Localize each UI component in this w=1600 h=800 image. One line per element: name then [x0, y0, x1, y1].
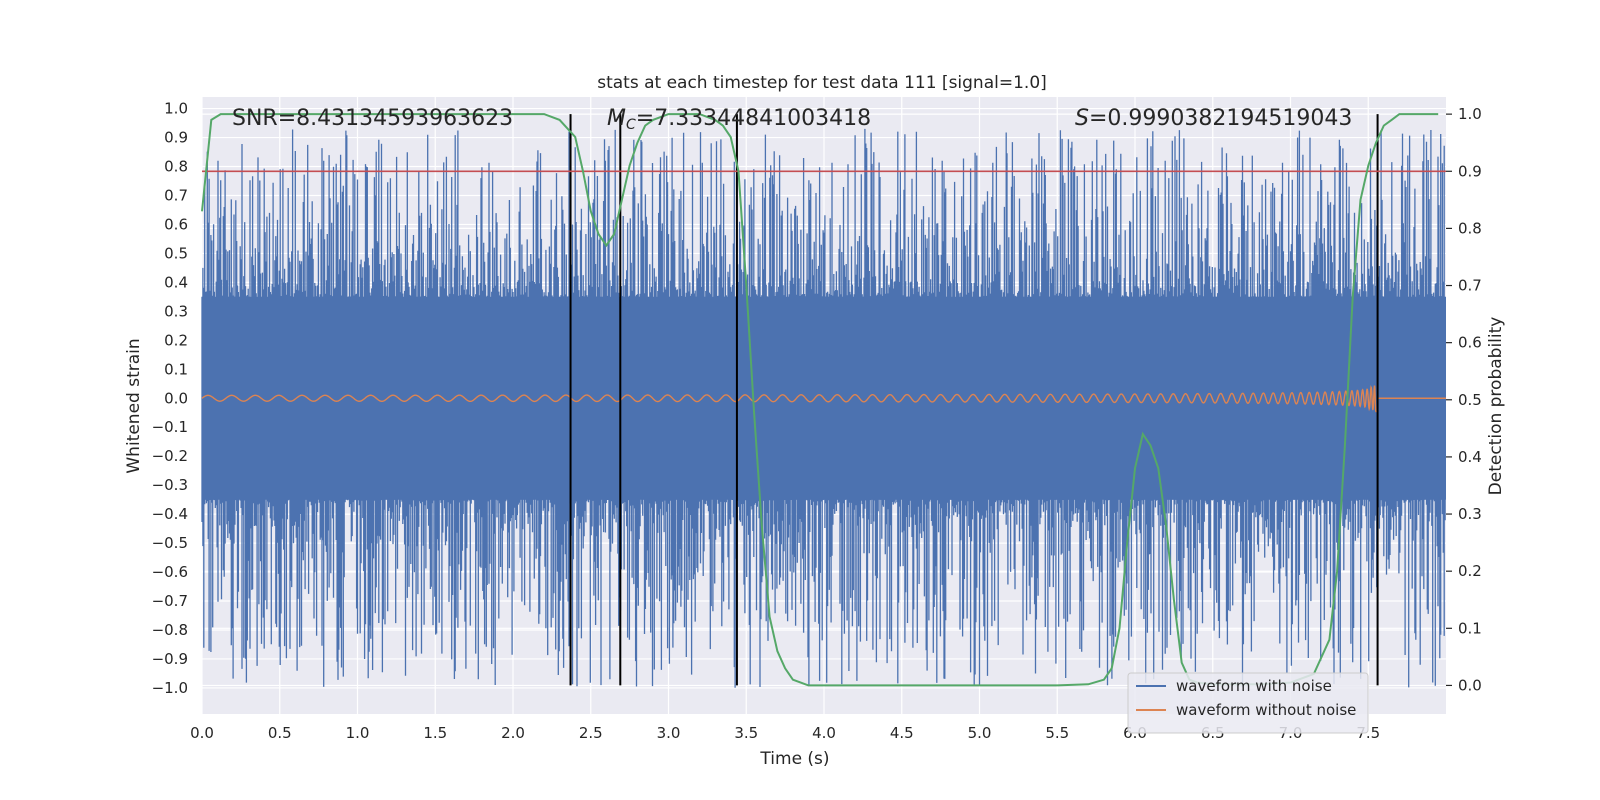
y-left-tick-label: −0.3 — [152, 476, 188, 494]
y-left-tick-label: −0.9 — [152, 650, 188, 668]
x-tick-label: 4.5 — [890, 724, 914, 742]
x-tick-label: 4.0 — [812, 724, 836, 742]
y-left-tick-label: 0.7 — [164, 186, 188, 204]
chart-title: stats at each timestep for test data 111… — [597, 73, 1047, 93]
chirp-mass-value: =7.33344841003418 — [636, 106, 871, 131]
chirp-mass-annotation: MC=7.33344841003418 — [607, 106, 871, 133]
x-axis-label: Time (s) — [759, 749, 829, 769]
x-tick-label: 3.0 — [657, 724, 681, 742]
y-right-tick-label: 0.4 — [1458, 448, 1482, 466]
legend-box — [1127, 672, 1369, 734]
legend-label-noisy: waveform with noise — [1176, 677, 1332, 695]
legend: waveform with noise waveform without noi… — [1127, 672, 1369, 734]
y-right-tick-label: 0.1 — [1458, 619, 1482, 637]
y-left-tick-label: 0.6 — [164, 215, 188, 233]
x-tick-label: 5.5 — [1045, 724, 1069, 742]
y-left-tick-label: −0.6 — [152, 563, 188, 581]
clean-waveform-line — [201, 385, 1446, 413]
y-left-tick-label: −0.7 — [152, 592, 188, 610]
x-tick-label: 1.5 — [423, 724, 447, 742]
y-left-tick-label: −0.4 — [152, 505, 188, 523]
x-tick-label: 2.0 — [501, 724, 525, 742]
x-tick-label: 1.0 — [346, 724, 370, 742]
y-left-tick-label: 0.0 — [164, 389, 188, 407]
y-right-tick-label: 0.0 — [1458, 676, 1482, 694]
y-left-tick-label: −0.8 — [152, 621, 188, 639]
y-right-tick-label: 0.6 — [1458, 334, 1482, 352]
y-left-tick-label: 0.9 — [164, 129, 188, 147]
s-value: =0.9990382194519043 — [1089, 106, 1352, 131]
y-left-tick-label: −0.2 — [152, 447, 188, 465]
snr-annotation: SNR=8.43134593963623 — [232, 106, 513, 131]
y-left-tick-label: 0.3 — [164, 302, 188, 320]
x-tick-label: 3.5 — [734, 724, 758, 742]
x-tick-label: 0.0 — [190, 724, 214, 742]
noisy-spikes — [201, 128, 1446, 688]
y-left-tick-label: 0.5 — [164, 244, 188, 262]
s-annotation: S=0.9990382194519043 — [1075, 106, 1352, 131]
series-waveform-without-noise — [201, 385, 1446, 413]
y-axis-right-label: Detection probability — [1486, 317, 1506, 496]
y-left-tick-label: 0.4 — [164, 273, 188, 291]
x-tick-label: 5.0 — [968, 724, 992, 742]
y-left-tick-label: −0.1 — [152, 418, 188, 436]
chirp-mass-subscript: C — [626, 117, 636, 133]
y-right-tick-label: 0.2 — [1458, 562, 1482, 580]
legend-label-clean: waveform without noise — [1176, 701, 1356, 719]
y-right-tick-label: 0.8 — [1458, 219, 1482, 237]
x-tick-label: 0.5 — [268, 724, 292, 742]
y-axis-left-label: Whitened strain — [124, 338, 144, 473]
y-right-tick-label: 1.0 — [1458, 105, 1482, 123]
y-left-tick-label: 0.8 — [164, 158, 188, 176]
y-right-tick-label: 0.3 — [1458, 505, 1482, 523]
y-left-tick-label: −0.5 — [152, 534, 188, 552]
series-detection-probability — [201, 113, 1439, 687]
y-axis-left-ticks: 1.0 0.9 0.8 0.7 0.6 0.5 0.4 0.3 0.2 0.1 0.0 −0.1 −0.… — [152, 100, 188, 697]
y-axis-right-ticks: 1.0 0.9 0.8 0.7 0.6 0.5 0.4 0.3 0.2 0.1 0.0 — [1446, 105, 1482, 694]
y-left-tick-label: −1.0 — [152, 679, 188, 697]
y-left-tick-label: 1.0 — [164, 100, 188, 118]
x-tick-label: 2.5 — [579, 724, 603, 742]
chirp-mass-symbol: M — [607, 106, 626, 131]
s-symbol: S — [1075, 106, 1089, 131]
y-left-tick-label: 0.1 — [164, 360, 188, 378]
y-right-tick-label: 0.5 — [1458, 391, 1482, 409]
y-right-tick-label: 0.9 — [1458, 162, 1482, 180]
y-left-tick-label: 0.2 — [164, 331, 188, 349]
y-right-tick-label: 0.7 — [1458, 277, 1482, 295]
